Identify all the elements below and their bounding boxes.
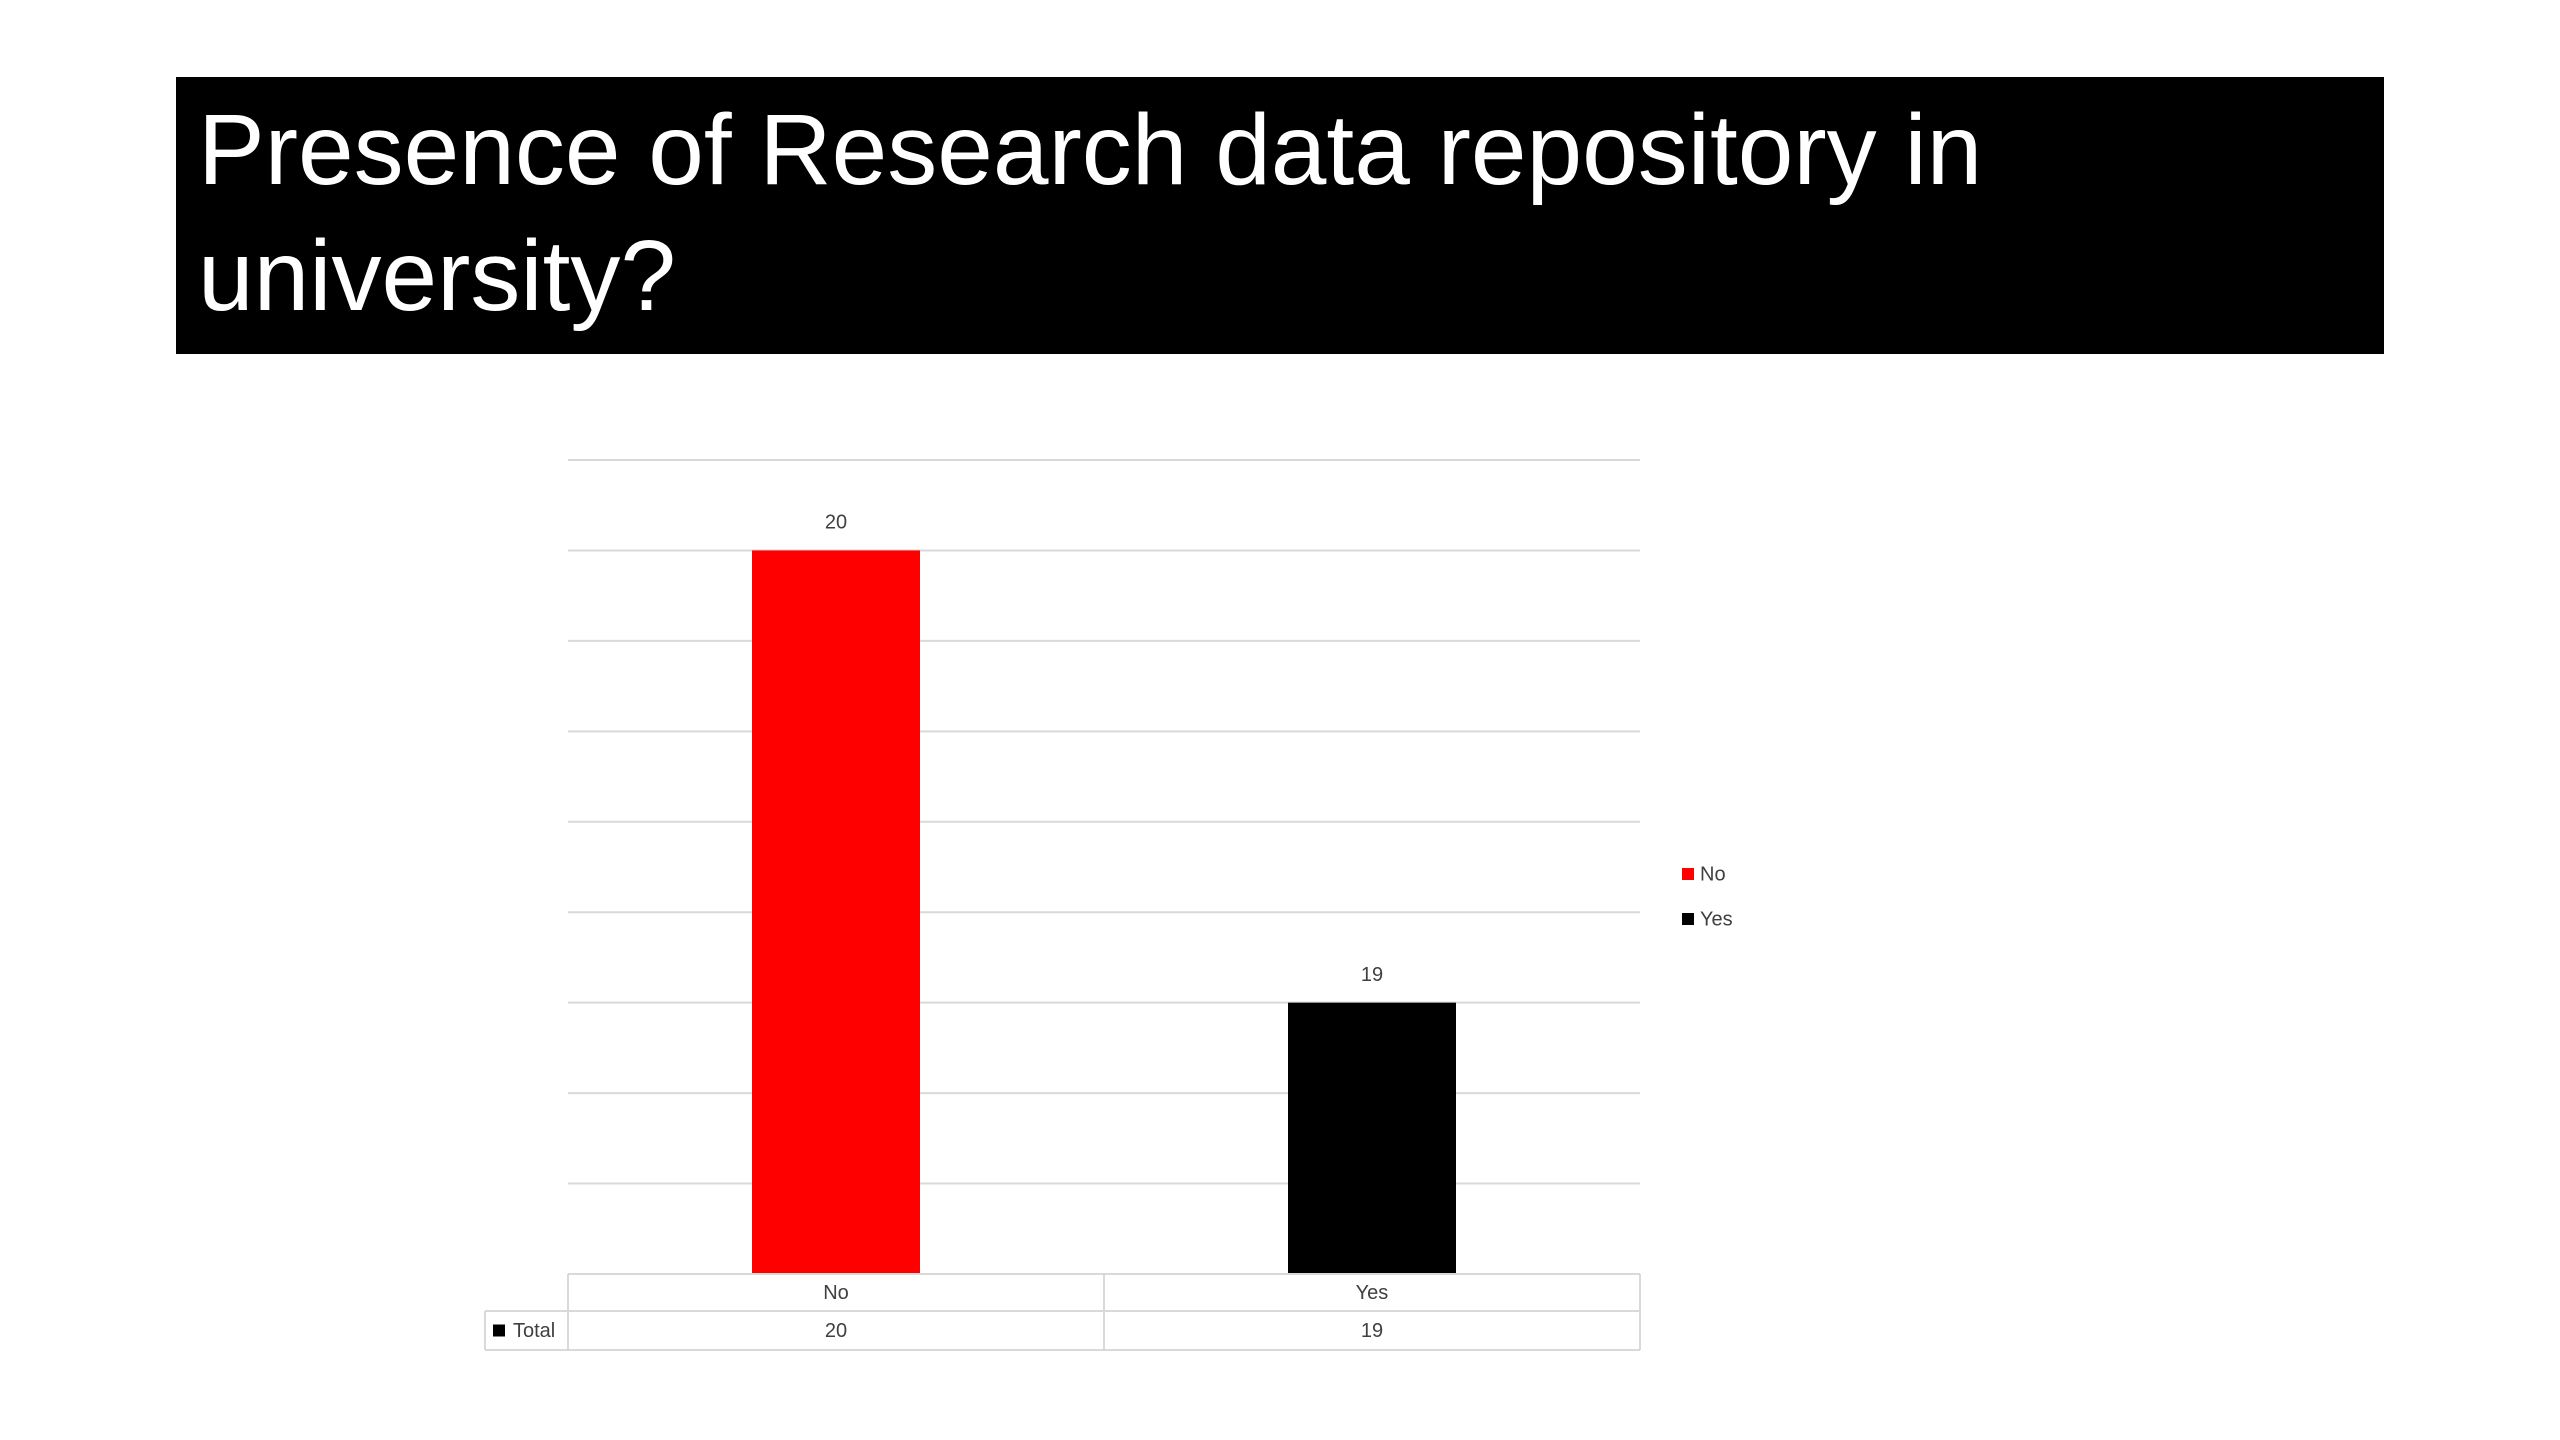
title-banner: Presence of Research data repository in … (176, 77, 2384, 354)
bar (1288, 1002, 1456, 1274)
legend-label: Yes (1700, 908, 1733, 930)
legend-key (1682, 868, 1694, 880)
legend-label: No (1700, 863, 1726, 885)
data-label: 20 (825, 512, 847, 534)
table-series-name: Total (513, 1320, 555, 1342)
table-header: Yes (1356, 1282, 1389, 1304)
table-legend-key (493, 1324, 505, 1337)
legend-key (1682, 913, 1694, 925)
table-value: 20 (825, 1320, 847, 1342)
table-value: 19 (1361, 1320, 1383, 1342)
bar (752, 550, 920, 1274)
data-label: 19 (1361, 964, 1383, 986)
table-header: No (823, 1282, 849, 1304)
chart-title: Presence of Research data repository in … (198, 94, 1983, 332)
